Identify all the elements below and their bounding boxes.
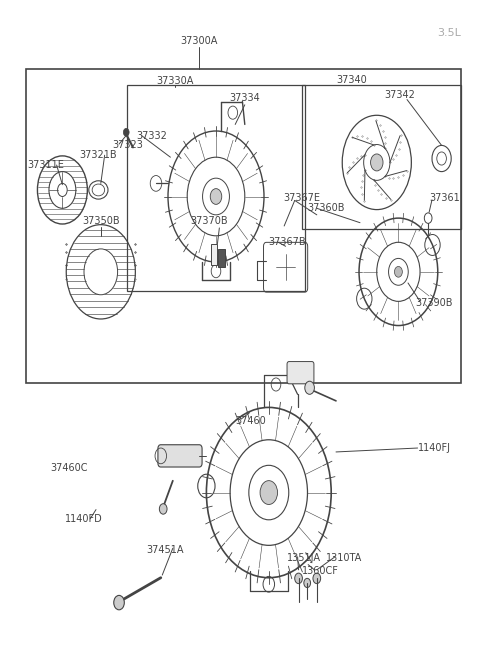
- Text: 1360CF: 1360CF: [302, 566, 339, 576]
- Text: 1140FJ: 1140FJ: [418, 443, 451, 453]
- Circle shape: [114, 595, 124, 610]
- FancyBboxPatch shape: [158, 445, 202, 467]
- Bar: [211, 244, 217, 265]
- Text: 37361: 37361: [430, 193, 460, 204]
- Text: 37390B: 37390B: [415, 298, 453, 309]
- Circle shape: [371, 154, 383, 171]
- Circle shape: [295, 573, 302, 584]
- Text: 37460C: 37460C: [50, 463, 88, 474]
- Text: 3.5L: 3.5L: [437, 28, 461, 37]
- Circle shape: [159, 504, 167, 514]
- Text: 37367E: 37367E: [283, 193, 320, 203]
- Text: 37460: 37460: [235, 415, 266, 426]
- Circle shape: [304, 578, 311, 588]
- Circle shape: [305, 381, 314, 394]
- Text: 1140FD: 1140FD: [65, 514, 103, 524]
- Text: 37360B: 37360B: [307, 203, 345, 214]
- Text: 1351JA: 1351JA: [287, 553, 321, 563]
- Text: 1310TA: 1310TA: [326, 553, 363, 563]
- Text: 37332: 37332: [137, 130, 168, 141]
- Bar: [218, 249, 225, 267]
- Text: 37340: 37340: [336, 75, 367, 85]
- Text: 37321B: 37321B: [79, 150, 117, 160]
- Circle shape: [260, 481, 277, 504]
- Text: 37342: 37342: [384, 90, 415, 100]
- Text: 37370B: 37370B: [190, 216, 228, 226]
- Text: 37311E: 37311E: [27, 160, 64, 170]
- Circle shape: [123, 128, 129, 136]
- Text: 37300A: 37300A: [180, 36, 218, 46]
- Text: 37330A: 37330A: [156, 77, 194, 86]
- Bar: [26, 69, 461, 383]
- Circle shape: [313, 573, 321, 584]
- Text: 37367B: 37367B: [269, 237, 306, 248]
- Text: 37451A: 37451A: [146, 545, 184, 555]
- Bar: [127, 85, 305, 291]
- Circle shape: [210, 189, 222, 204]
- FancyBboxPatch shape: [287, 362, 314, 384]
- Text: 37323: 37323: [113, 140, 144, 151]
- Text: 37334: 37334: [229, 93, 260, 103]
- Circle shape: [395, 267, 402, 277]
- Bar: [302, 85, 461, 229]
- Text: 37350B: 37350B: [82, 216, 120, 226]
